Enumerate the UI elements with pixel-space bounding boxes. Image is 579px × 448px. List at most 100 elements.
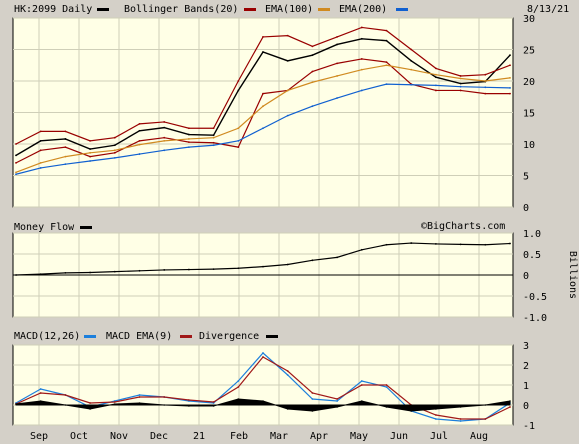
price-legend: HK:2099 Daily Bollinger Bands(20) EMA(10… bbox=[14, 4, 569, 15]
x-tick-label: Feb bbox=[230, 431, 248, 442]
data-point bbox=[188, 133, 190, 136]
data-point bbox=[188, 146, 190, 149]
data-point bbox=[484, 92, 487, 95]
y-tick-label: -1.0 bbox=[523, 313, 547, 324]
legend-macd-label: MACD(12,26) bbox=[14, 331, 80, 342]
data-point bbox=[15, 403, 17, 405]
data-point bbox=[435, 76, 437, 79]
data-point bbox=[509, 406, 511, 408]
data-point bbox=[385, 384, 388, 386]
chart-date: 8/13/21 bbox=[527, 4, 569, 15]
data-point bbox=[138, 402, 141, 404]
data-point bbox=[286, 370, 289, 372]
data-point bbox=[113, 401, 116, 403]
data-point bbox=[113, 144, 116, 147]
legend-divergence-label: Divergence bbox=[199, 331, 259, 342]
data-point bbox=[435, 418, 437, 420]
data-point bbox=[435, 73, 437, 76]
data-point bbox=[212, 405, 215, 407]
y-tick-label: 3 bbox=[523, 341, 529, 352]
data-point bbox=[163, 396, 166, 398]
data-point bbox=[286, 114, 289, 117]
data-point bbox=[15, 162, 17, 164]
data-point bbox=[509, 87, 511, 89]
data-point bbox=[262, 105, 264, 108]
x-tick-label: Nov bbox=[110, 431, 128, 442]
data-point bbox=[163, 149, 166, 152]
data-point bbox=[336, 256, 338, 259]
data-point bbox=[459, 420, 462, 422]
data-point bbox=[459, 418, 462, 420]
money-flow-grid bbox=[13, 232, 513, 318]
money-flow-series bbox=[15, 242, 511, 276]
data-point bbox=[286, 374, 289, 376]
data-point bbox=[39, 130, 42, 133]
data-point bbox=[188, 141, 190, 144]
data-point bbox=[459, 77, 462, 80]
x-tick-label: Jul bbox=[430, 431, 448, 442]
data-point bbox=[336, 400, 338, 402]
data-point bbox=[336, 97, 338, 99]
data-point bbox=[336, 75, 338, 77]
legend-ema200-swatch bbox=[396, 8, 408, 11]
data-point bbox=[311, 410, 314, 412]
data-point bbox=[212, 144, 215, 147]
data-point bbox=[64, 394, 67, 396]
x-tick-label: Dec bbox=[150, 431, 168, 442]
data-point bbox=[15, 173, 17, 176]
data-point bbox=[262, 265, 264, 268]
data-point bbox=[360, 26, 363, 29]
data-point bbox=[262, 127, 264, 130]
legend-ema200-label: EMA(200) bbox=[339, 4, 387, 15]
data-point bbox=[237, 139, 240, 142]
data-point bbox=[360, 384, 363, 386]
data-point bbox=[237, 267, 240, 270]
data-point bbox=[138, 143, 141, 146]
data-point bbox=[262, 352, 264, 354]
y-tick-label: 25 bbox=[523, 46, 535, 57]
data-point bbox=[360, 68, 363, 71]
data-point bbox=[237, 386, 240, 388]
data-point bbox=[336, 398, 338, 400]
watermark: ©BigCharts.com bbox=[421, 221, 505, 232]
data-point bbox=[484, 73, 487, 76]
data-point bbox=[64, 272, 67, 274]
y-tick-label: -0.5 bbox=[523, 292, 547, 303]
price-grid bbox=[13, 17, 513, 208]
data-point bbox=[262, 356, 264, 358]
data-point bbox=[15, 274, 17, 276]
data-point bbox=[64, 146, 67, 149]
data-point bbox=[286, 263, 289, 266]
data-point bbox=[212, 268, 215, 271]
y-tick-label: 15 bbox=[523, 109, 535, 120]
data-point bbox=[435, 243, 437, 245]
data-point bbox=[286, 89, 289, 92]
data-point bbox=[163, 139, 166, 142]
data-point bbox=[286, 408, 289, 410]
data-point bbox=[435, 89, 437, 92]
data-point bbox=[410, 59, 413, 62]
data-point bbox=[509, 54, 511, 57]
money-flow-panel: 1.0 0.5 0 -0.5 -1.0 Billions bbox=[12, 229, 578, 324]
data-point bbox=[39, 162, 42, 164]
data-point bbox=[163, 126, 166, 129]
data-point bbox=[435, 414, 437, 416]
x-tick-label: Aug bbox=[470, 431, 488, 442]
legend-price-swatch bbox=[97, 8, 109, 11]
price-y-ticks: 0 5 10 15 20 25 30 bbox=[523, 14, 535, 214]
legend-bollinger-label: Bollinger Bands(20) bbox=[124, 4, 238, 15]
data-point bbox=[509, 64, 511, 67]
data-point bbox=[212, 127, 215, 130]
y-tick-label: 2 bbox=[523, 361, 529, 372]
data-point bbox=[311, 70, 314, 73]
data-point bbox=[509, 76, 511, 79]
data-point bbox=[237, 146, 240, 149]
data-point bbox=[262, 400, 264, 402]
data-point bbox=[484, 243, 487, 246]
data-point bbox=[286, 34, 289, 37]
data-point bbox=[385, 406, 388, 408]
data-point bbox=[484, 86, 487, 89]
data-point bbox=[188, 138, 190, 140]
data-point bbox=[39, 149, 42, 152]
